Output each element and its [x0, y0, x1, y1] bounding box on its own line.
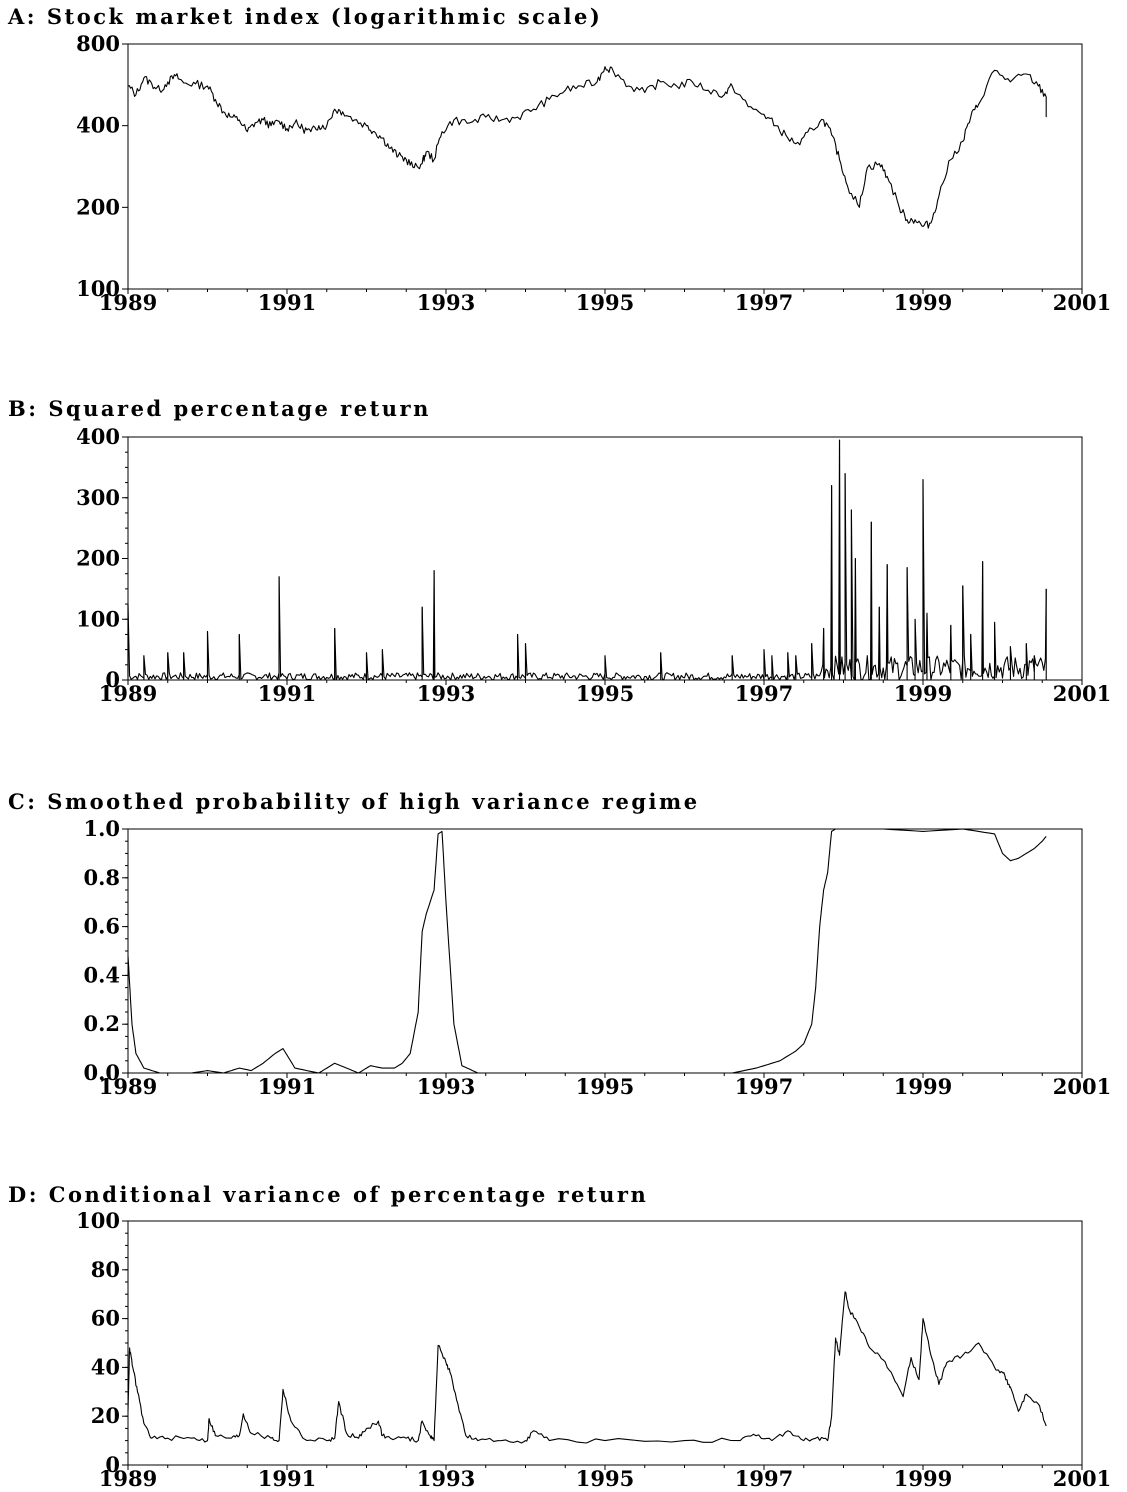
panel-c-title: C: Smoothed probability of high variance…: [8, 789, 700, 814]
y-tick-label: 400: [76, 424, 120, 449]
panel-b-series: [127, 439, 1047, 681]
panel-b-title: B: Squared percentage return: [8, 396, 431, 421]
panel-a-series: [127, 66, 1047, 229]
panel-a-title: A: Stock market index (logarithmic scale…: [7, 4, 602, 29]
panel-a: A: Stock market index (logarithmic scale…: [7, 4, 1111, 315]
panel-d: D: Conditional variance of percentage re…: [8, 1182, 1111, 1491]
x-tick-label: 1991: [258, 1074, 316, 1099]
y-tick-label: 1.0: [83, 816, 120, 841]
panel-c: C: Smoothed probability of high variance…: [8, 789, 1111, 1099]
y-tick-label: 200: [76, 194, 120, 219]
panel-c-series: [127, 828, 1047, 1074]
y-tick-label: 0.6: [83, 914, 120, 939]
panel-d-series: [127, 1291, 1047, 1444]
x-tick-label: 1993: [417, 1466, 475, 1491]
y-tick-label: 40: [91, 1354, 120, 1379]
y-tick-label: 800: [76, 31, 120, 56]
series-line: [127, 439, 1047, 681]
x-tick-label: 1989: [99, 1074, 157, 1099]
y-tick-label: 400: [76, 113, 120, 138]
y-tick-label: 0.2: [83, 1011, 120, 1036]
y-tick-label: 200: [76, 546, 120, 571]
x-tick-label: 1999: [894, 1074, 952, 1099]
y-tick-label: 0.8: [83, 865, 120, 890]
panel-b-frame: [127, 436, 1083, 681]
x-tick-label: 1997: [735, 1074, 793, 1099]
panel-a-frame: [127, 43, 1083, 290]
y-tick-label: 0: [105, 667, 120, 692]
x-tick-label: 1999: [894, 290, 952, 315]
x-tick-label: 1991: [258, 681, 316, 706]
x-tick-label: 1993: [417, 290, 475, 315]
series-line: [127, 66, 1047, 229]
x-tick-label: 1997: [735, 290, 793, 315]
x-tick-label: 2001: [1053, 1074, 1111, 1099]
x-tick-label: 1989: [99, 290, 157, 315]
y-tick-label: 60: [91, 1306, 120, 1331]
x-tick-label: 2001: [1053, 290, 1111, 315]
x-tick-label: 1995: [576, 1466, 634, 1491]
x-tick-label: 1997: [735, 1466, 793, 1491]
x-tick-label: 1993: [417, 1074, 475, 1099]
x-tick-label: 1997: [735, 681, 793, 706]
y-tick-label: 80: [91, 1257, 120, 1282]
y-tick-label: 300: [76, 485, 120, 510]
y-tick-label: 20: [91, 1403, 120, 1428]
x-tick-label: 2001: [1053, 1466, 1111, 1491]
y-tick-label: 100: [76, 276, 120, 301]
x-tick-label: 1999: [894, 681, 952, 706]
y-tick-label: 100: [76, 606, 120, 631]
x-tick-label: 1995: [576, 681, 634, 706]
panel-c-frame: [127, 828, 1083, 1074]
x-tick-label: 2001: [1053, 681, 1111, 706]
y-tick-label: 0.0: [83, 1060, 120, 1085]
series-line: [127, 828, 1047, 1074]
panel-d-title: D: Conditional variance of percentage re…: [8, 1182, 648, 1207]
x-tick-label: 1999: [894, 1466, 952, 1491]
x-tick-label: 1989: [99, 1466, 157, 1491]
series-line: [127, 1291, 1047, 1444]
x-tick-label: 1995: [576, 290, 634, 315]
x-tick-label: 1991: [258, 290, 316, 315]
x-tick-label: 1993: [417, 681, 475, 706]
x-tick-label: 1991: [258, 1466, 316, 1491]
panel-b: B: Squared percentage return 40030020010…: [8, 396, 1111, 706]
y-tick-label: 100: [76, 1208, 120, 1233]
panel-d-frame: [127, 1220, 1083, 1466]
x-tick-label: 1989: [99, 681, 157, 706]
y-tick-label: 0.4: [83, 962, 120, 987]
y-tick-label: 0: [105, 1452, 120, 1477]
x-tick-label: 1995: [576, 1074, 634, 1099]
